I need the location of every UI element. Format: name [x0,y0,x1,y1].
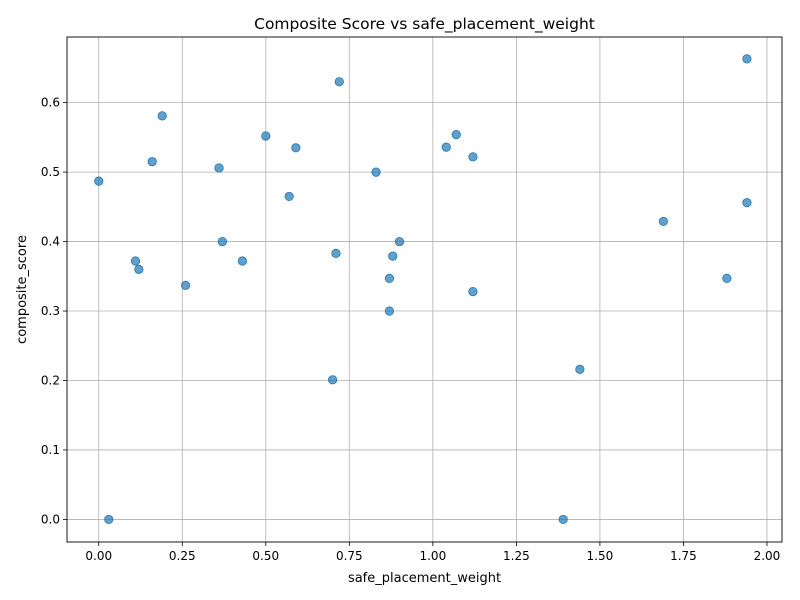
data-point [328,375,338,385]
data-point [94,176,104,186]
y-tick-label: 0.2 [41,373,60,387]
data-point [558,514,568,525]
x-tick-label: 0.75 [336,549,363,563]
x-axis-ticks: 0.00 0.25 0.50 0.75 1.00 1.25 1.50 1.75 2.00 [85,542,780,563]
data-point [331,248,341,258]
y-tick-label: 0.1 [41,443,60,457]
data-point [291,143,301,153]
data-point [394,236,405,247]
plot-frame [66,36,783,543]
data-point [237,256,248,266]
data-point [130,256,141,266]
x-tick-label: 0.00 [85,549,112,563]
data-point [284,191,294,202]
data-point [214,163,224,173]
data-point [147,157,157,167]
x-tick-label: 0.50 [252,549,279,563]
x-tick-label: 1.25 [503,549,530,563]
data-point [742,198,752,208]
data-point [722,273,732,283]
data-point [261,131,271,141]
data-point [742,54,752,64]
data-points [94,54,752,525]
data-point [181,280,191,290]
chart-title: Composite Score vs safe_placement_weight [254,15,595,34]
data-point [104,514,114,525]
x-tick-label: 1.00 [419,549,446,563]
data-point [384,273,395,283]
data-point [217,236,227,247]
x-tick-label: 2.00 [754,549,781,563]
y-tick-label: 0.0 [41,512,60,526]
x-tick-label: 1.75 [670,549,697,563]
data-point [334,77,344,87]
data-point [371,167,381,177]
y-axis-ticks: 0.0 0.1 0.2 0.3 0.4 0.5 0.6 [41,96,67,526]
y-tick-label: 0.5 [41,165,60,179]
data-point [134,264,144,274]
x-tick-label: 0.25 [169,549,196,563]
data-point [468,286,478,297]
y-axis-label: composite_score [15,235,30,344]
data-point [575,364,585,374]
y-tick-label: 0.6 [41,96,60,110]
data-point [468,152,478,162]
data-point [451,129,461,140]
data-point [388,251,398,261]
data-point [157,111,167,121]
data-point [658,216,668,227]
grid [67,37,782,542]
x-tick-label: 1.50 [587,549,614,563]
x-axis-label: safe_placement_weight [348,571,501,586]
data-point [441,142,451,152]
y-tick-label: 0.4 [41,235,60,249]
data-point [384,306,395,316]
y-tick-label: 0.3 [41,304,60,318]
